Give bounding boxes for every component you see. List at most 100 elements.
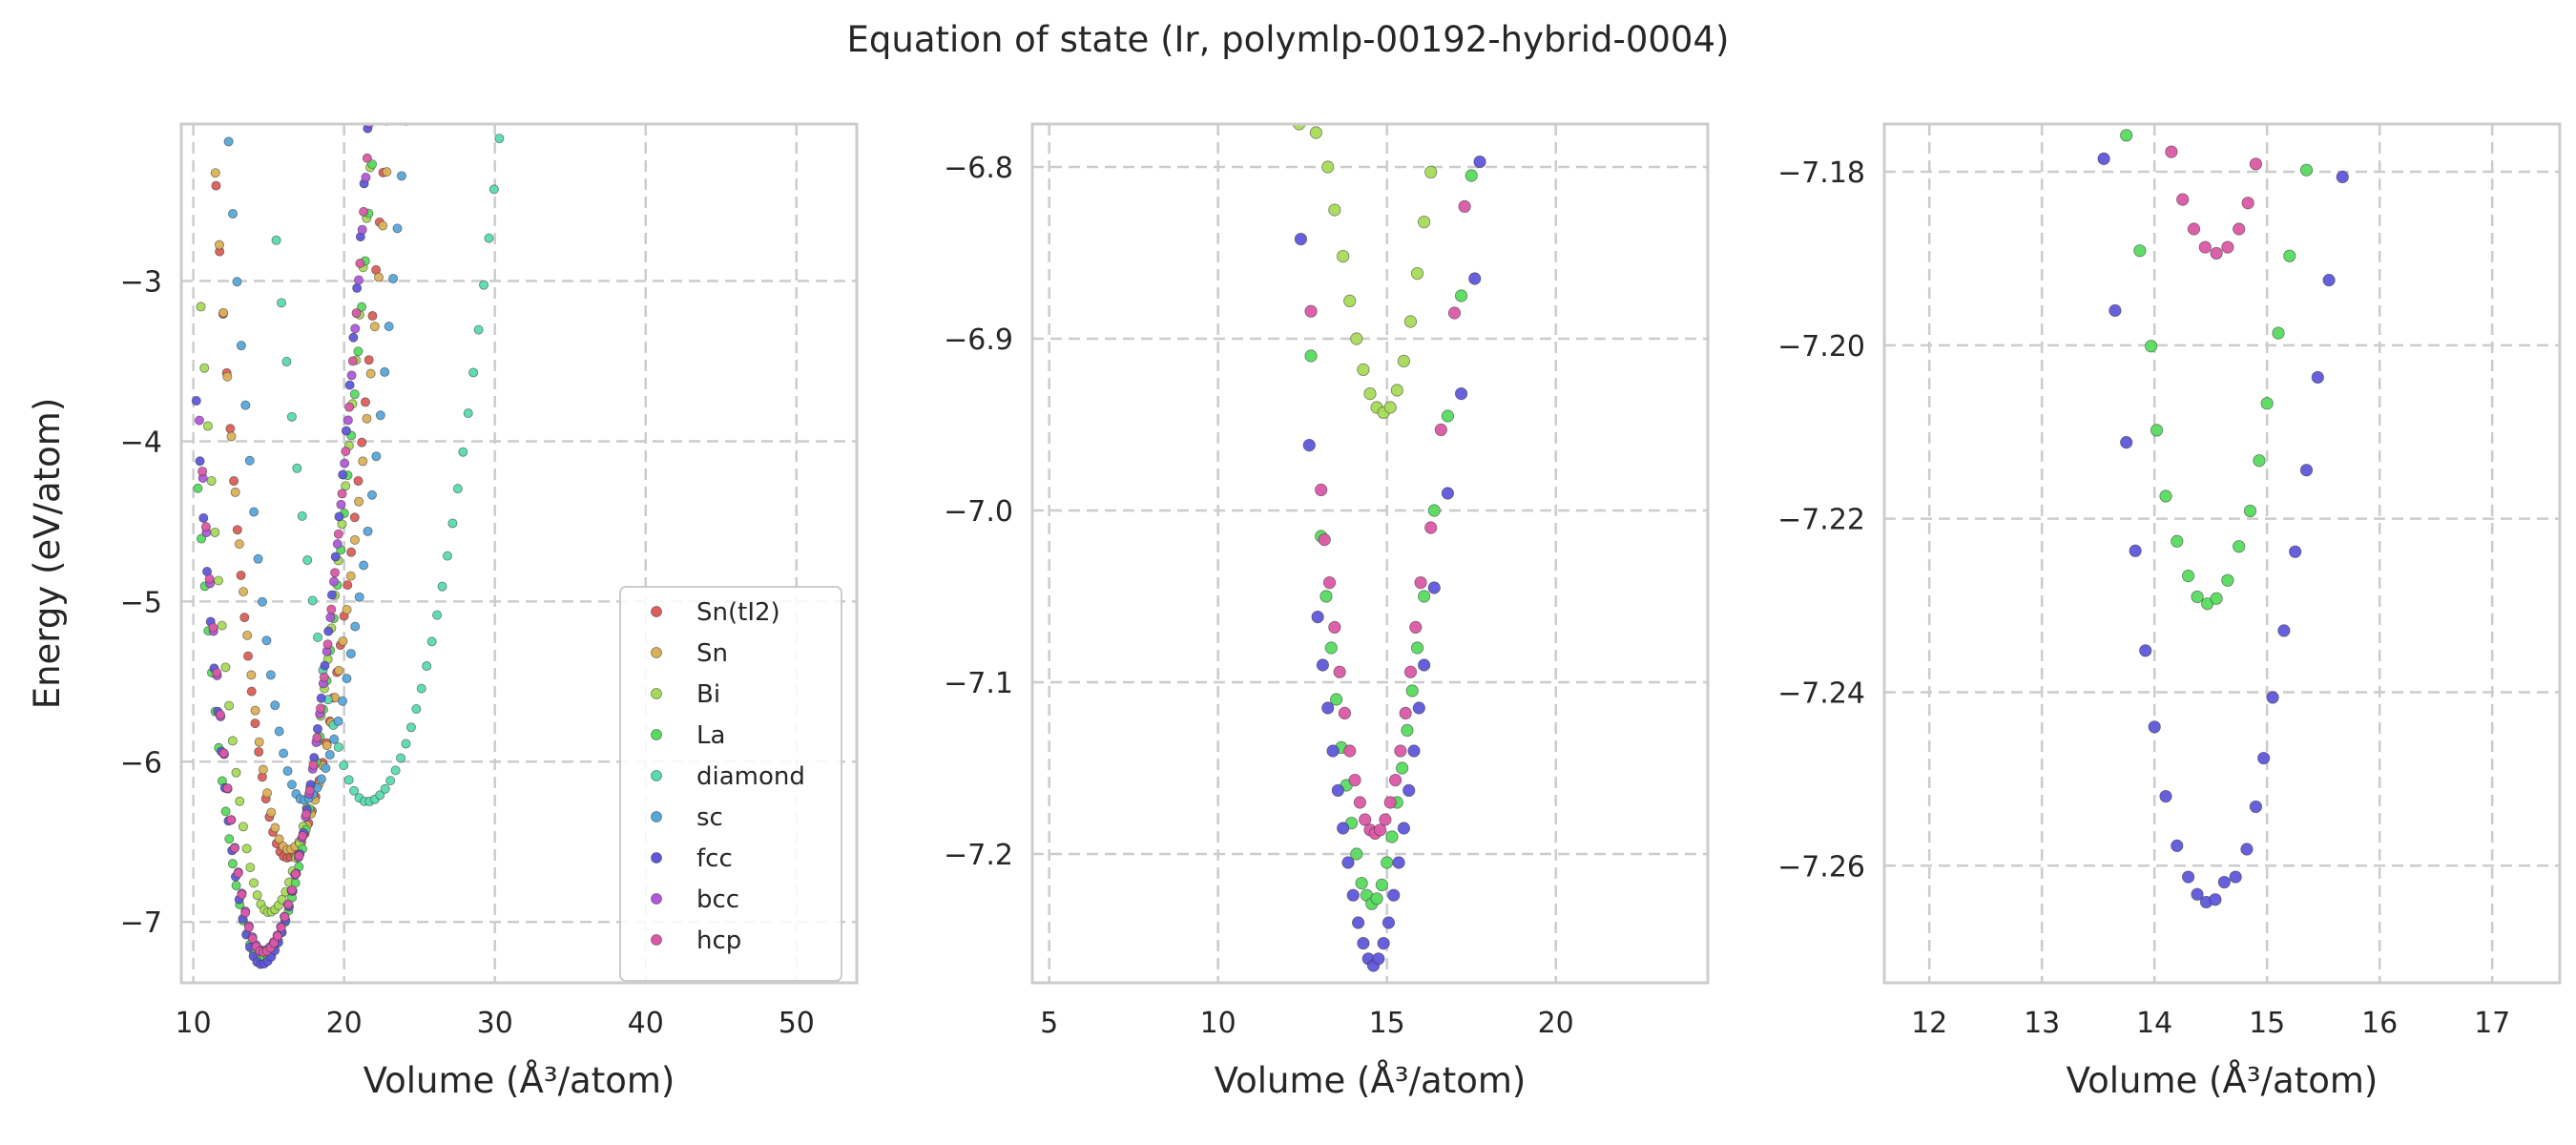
data-point: [211, 180, 221, 191]
x-tick-label: 30: [477, 1007, 513, 1040]
data-point: [214, 575, 224, 586]
data-point: [334, 665, 344, 676]
data-point: [270, 700, 280, 711]
data-point: [1372, 952, 1385, 966]
data-point: [371, 109, 380, 117]
data-point: [1374, 823, 1387, 837]
data-point: [1394, 744, 1407, 758]
data-point: [349, 512, 360, 523]
data-point: [198, 512, 209, 523]
data-point: [231, 881, 241, 891]
data-point: [1353, 796, 1366, 809]
data-point: [341, 426, 351, 436]
data-point: [361, 172, 371, 182]
data-point: [249, 878, 260, 888]
data-point: [282, 766, 293, 777]
data-point: [343, 580, 353, 591]
data-point: [2120, 129, 2133, 142]
data-point: [286, 780, 297, 790]
data-point: [2182, 570, 2195, 583]
data-point: [375, 410, 385, 421]
data-point: [242, 630, 253, 640]
data-point: [394, 0, 403, 2]
data-point: [266, 807, 277, 818]
data-point: [411, 704, 422, 715]
data-point: [1418, 216, 1431, 229]
data-point: [1294, 233, 1308, 246]
data-point: [1381, 856, 1394, 869]
data-point: [336, 499, 346, 510]
data-point: [346, 547, 357, 557]
legend-marker: [651, 852, 662, 864]
data-point: [351, 308, 362, 319]
data-point: [1434, 423, 1447, 436]
data-point: [1390, 384, 1403, 397]
data-point: [1424, 165, 1438, 178]
data-point: [350, 621, 361, 632]
data-point: [357, 224, 367, 235]
data-point: [340, 458, 350, 468]
data-point: [359, 560, 369, 571]
data-point: [204, 39, 213, 48]
data-point: [349, 534, 360, 545]
data-point: [254, 737, 264, 747]
data-point: [338, 696, 348, 706]
data-point: [342, 605, 352, 615]
x-axis-label: Volume (Å³/atom): [364, 1059, 675, 1101]
plot-area: [1293, 124, 1486, 972]
data-point: [287, 885, 298, 895]
series-Sn(tI2): [204, 39, 394, 864]
data-point: [212, 668, 222, 678]
data-point: [210, 168, 220, 178]
data-point: [2233, 540, 2246, 553]
x-tick-label: 17: [2474, 1007, 2510, 1040]
data-point: [196, 302, 206, 312]
data-point: [2311, 370, 2324, 385]
data-point: [1418, 658, 1431, 672]
series-fcc: [1294, 156, 1486, 972]
data-point: [218, 307, 229, 318]
data-point: [247, 933, 258, 944]
data-point: [385, 63, 394, 72]
data-point: [1333, 665, 1346, 678]
data-point: [1473, 156, 1486, 169]
data-point: [294, 850, 304, 861]
legend-marker: [651, 606, 662, 617]
data-point: [308, 760, 319, 770]
data-point: [316, 774, 326, 784]
data-point: [370, 9, 379, 17]
data-point: [339, 760, 349, 771]
data-point: [1304, 304, 1318, 318]
data-point: [2145, 340, 2158, 353]
data-point: [249, 507, 260, 517]
data-point: [360, 397, 370, 407]
data-point: [358, 456, 368, 467]
data-point: [405, 59, 414, 68]
data-point: [372, 6, 381, 14]
data-point: [506, 26, 514, 34]
data-point: [250, 718, 260, 729]
data-point: [222, 371, 233, 382]
data-point: [386, 112, 395, 120]
data-point: [468, 367, 479, 378]
legend-label: La: [696, 721, 725, 750]
data-point: [2283, 249, 2296, 262]
data-point: [236, 570, 246, 580]
data-point: [2148, 720, 2161, 734]
x-tick-label: 40: [628, 1007, 664, 1040]
data-point: [2182, 870, 2195, 884]
data-point: [2150, 424, 2164, 437]
y-tick-label: −7: [120, 906, 162, 940]
legend-label: hcp: [696, 926, 741, 955]
legend-box: [619, 586, 842, 982]
data-point: [1302, 438, 1316, 452]
data-point: [1324, 641, 1338, 655]
legend: Sn(tI2) Sn Bi La diamond sc fcc bcc hcp: [619, 586, 842, 982]
legend-label: diamond: [696, 762, 805, 791]
data-point: [226, 431, 237, 442]
data-point: [350, 323, 361, 334]
panel-zoom-1: 5 10 15 20 −7.2 −7.1 −7.0 −6.9 −6.8 Volume (Å³/at…: [944, 122, 1710, 1101]
data-point: [2243, 504, 2257, 518]
data-point: [359, 206, 369, 217]
data-point: [1468, 272, 1482, 285]
